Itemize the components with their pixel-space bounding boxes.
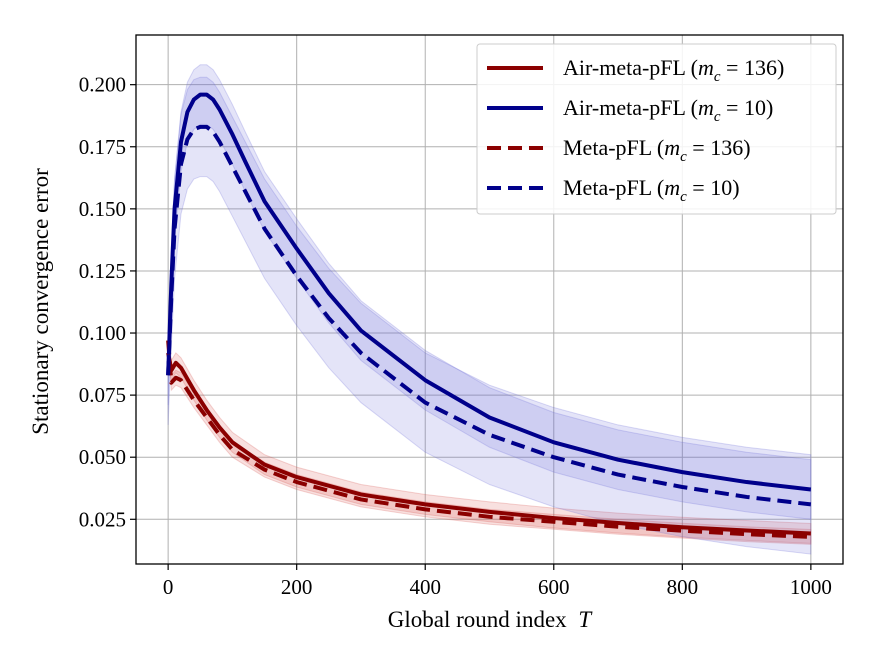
legend-entry-variable: m xyxy=(698,55,714,80)
y-tick-label: 0.075 xyxy=(79,383,126,407)
band-air-meta-pfl-m-c-136 xyxy=(167,342,812,544)
legend-entry-variable: m xyxy=(664,135,680,160)
legend-entry-value: = 136) xyxy=(687,135,751,160)
series-line-meta-pfl-m-c-136 xyxy=(166,340,811,539)
legend-entry-variable: m xyxy=(664,175,680,200)
x-axis-label-text: Global round index xyxy=(388,607,567,632)
x-tick-label: 400 xyxy=(409,575,441,599)
y-tick-label: 0.175 xyxy=(79,135,126,159)
legend-box xyxy=(476,43,837,215)
x-tick-label: 600 xyxy=(538,575,570,599)
legend-entry-prefix: Air-meta-pFL ( xyxy=(563,55,698,80)
x-tick-label: 1000 xyxy=(790,575,832,599)
legend-entry-value: = 136) xyxy=(721,55,785,80)
legend-entry-prefix: Air-meta-pFL ( xyxy=(563,95,698,120)
plot-frame xyxy=(135,34,844,565)
x-axis-label: Global round index T xyxy=(388,607,594,632)
legend-entry-label: Air-meta-pFL (mc = 136) xyxy=(563,55,784,85)
series-line-air-meta-pfl-m-c-10 xyxy=(166,92,812,492)
legend-entry-subscript: c xyxy=(714,109,721,125)
y-tick-label: 0.150 xyxy=(79,197,126,221)
legend-entry-prefix: Meta-pFL ( xyxy=(563,135,664,160)
legend: Air-meta-pFL (mc = 136)Air-meta-pFL (mc … xyxy=(476,43,837,215)
legend-entry-label: Meta-pFL (mc = 10) xyxy=(563,175,740,205)
series-line-air-meta-pfl-m-c-136 xyxy=(166,352,811,536)
legend-entry-value: = 10) xyxy=(687,175,740,200)
legend-entry-label: Meta-pFL (mc = 136) xyxy=(563,135,751,165)
x-axis-label-variable: T xyxy=(578,607,593,632)
axis-ticks: 0 200 400 600 800 1000 0.025 0.050 0.075 0.100 0.1… xyxy=(79,73,832,599)
y-axis-label: Stationary convergence error xyxy=(28,168,53,435)
legend-entry-label: Air-meta-pFL (mc = 10) xyxy=(563,95,773,125)
confidence-bands xyxy=(167,64,812,555)
x-tick-label: 200 xyxy=(281,575,313,599)
series-line-meta-pfl-m-c-10 xyxy=(166,124,812,507)
legend-entry-subscript: c xyxy=(714,69,721,85)
legend-entry-subscript: c xyxy=(680,149,687,165)
y-tick-label: 0.200 xyxy=(79,73,126,97)
band-air-meta-pfl-m-c-10 xyxy=(167,64,812,520)
y-tick-label: 0.125 xyxy=(79,259,126,283)
y-tick-label: 0.050 xyxy=(79,445,126,469)
x-tick-label: 0 xyxy=(163,575,174,599)
legend-entry-subscript: c xyxy=(680,189,687,205)
y-tick-label: 0.100 xyxy=(79,321,126,345)
legend-entry-prefix: Meta-pFL ( xyxy=(563,175,664,200)
x-tick-label: 800 xyxy=(667,575,699,599)
legend-entry-value: = 10) xyxy=(721,95,774,120)
legend-entry-variable: m xyxy=(698,95,714,120)
series-lines xyxy=(166,92,812,539)
y-tick-label: 0.025 xyxy=(79,507,126,531)
band-meta-pfl-m-c-10 xyxy=(167,76,812,555)
